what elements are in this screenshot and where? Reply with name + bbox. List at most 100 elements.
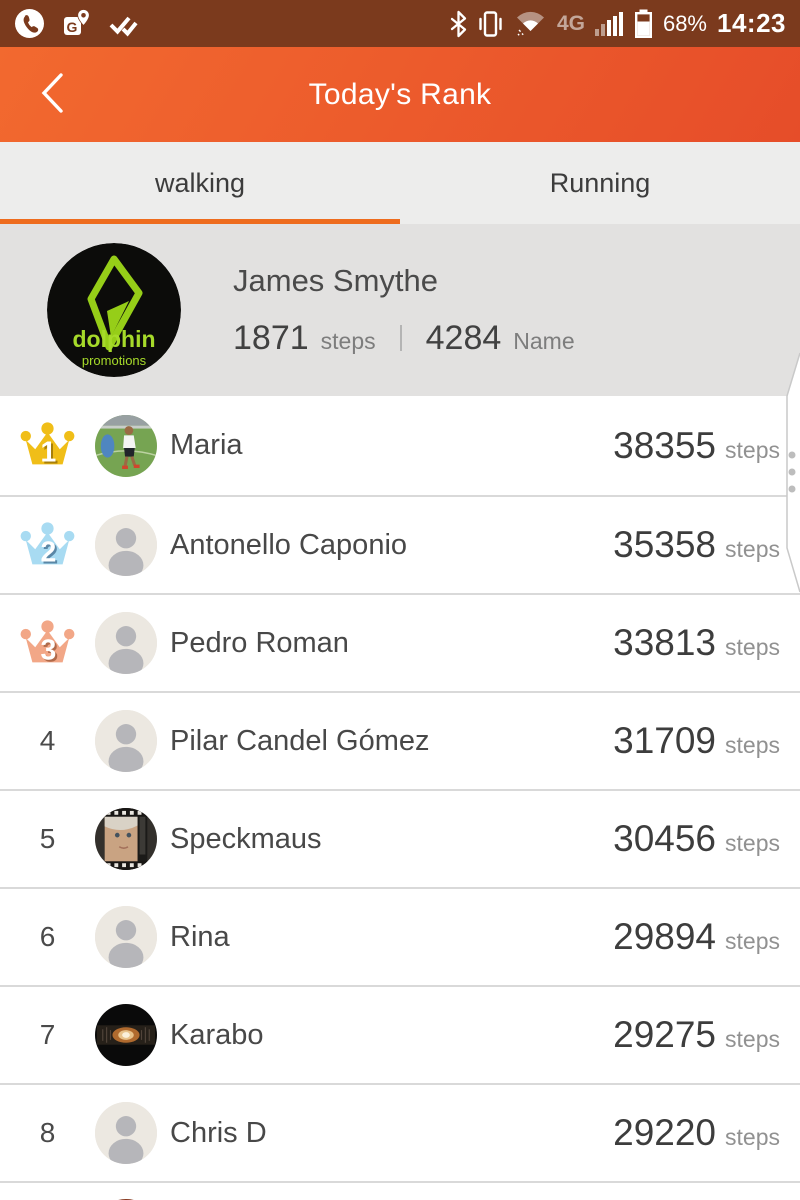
member-name: Pedro Roman [170, 626, 349, 659]
steps-group: 38355 steps [613, 425, 780, 467]
member-avatar [95, 1004, 157, 1066]
svg-text:G: G [67, 19, 78, 35]
steps-group: 29275 steps [613, 1014, 780, 1056]
member-avatar [95, 906, 157, 968]
steps-value: 33813 [613, 622, 717, 663]
steps-unit: steps [725, 436, 780, 463]
member-avatar [95, 612, 157, 674]
member-avatar [95, 1102, 157, 1164]
my-rank-card: dolphin promotions James Smythe 1871 ste… [0, 224, 800, 396]
rank-row[interactable]: 2 2 Antonello Caponio 35358 steps [0, 497, 800, 595]
clock: 14:23 [717, 8, 786, 38]
rank-indicator: 6 [39, 921, 56, 952]
steps-unit: steps [725, 1026, 780, 1052]
network-type-label: 4G [556, 11, 585, 35]
back-button[interactable] [22, 47, 82, 142]
battery-icon [634, 9, 653, 38]
active-tab-indicator [0, 219, 400, 224]
rank-indicator: 4 [39, 725, 56, 756]
phone-call-icon [14, 8, 45, 39]
tab-walking[interactable]: walking [0, 142, 400, 224]
member-name: Pilar Candel Gómez [170, 724, 430, 757]
steps-group: 30456 steps [613, 818, 780, 860]
rank-row[interactable]: 6 Rina 29894 steps [0, 889, 800, 987]
steps-unit: steps [725, 536, 780, 562]
fast-scroll-handle[interactable] [783, 352, 800, 594]
rank-row[interactable]: 7 Karabo 29275 steps [0, 987, 800, 1085]
steps-value: 29220 [613, 1112, 717, 1153]
signal-bars-icon [594, 11, 624, 36]
rank-crown-2: 2 2 [0, 520, 95, 571]
steps-value: 29275 [613, 1014, 717, 1055]
profile-name: James Smythe [233, 262, 439, 298]
profile-steps-unit: steps [320, 327, 376, 354]
member-name: Antonello Caponio [170, 528, 408, 561]
svg-text:2: 2 [41, 536, 57, 568]
rank-row[interactable]: 5 Speckmaus 30456 steps [0, 791, 800, 889]
svg-text:2: 2 [42, 538, 58, 570]
steps-group: 31709 steps [613, 720, 780, 762]
member-avatar [95, 514, 157, 576]
steps-unit: steps [725, 634, 780, 660]
status-icons-right: 4G 68% 14:23 [450, 8, 786, 39]
tab-running-label: Running [549, 167, 651, 198]
profile-info: James Smythe 1871 steps 4284 Name [233, 263, 575, 358]
rank-row[interactable]: 8 Chris D 29220 steps [0, 1085, 800, 1183]
member-avatar [95, 808, 157, 870]
member-avatar [95, 710, 157, 772]
rank-row[interactable]: 1 1 Maria 38355 steps [0, 396, 800, 497]
member-avatar [95, 414, 157, 477]
rank-list: 1 1 Maria 38355 steps 2 2 Antonello Capo… [0, 396, 800, 1183]
svg-text:1: 1 [42, 438, 58, 470]
google-maps-icon: G [61, 8, 92, 39]
steps-value: 38355 [613, 424, 717, 466]
status-icons-left: G [14, 8, 138, 39]
avatar-brand-line1: dolphin [72, 326, 155, 352]
steps-group: 33813 steps [613, 622, 780, 664]
profile-secondary-value: 4284 [425, 318, 502, 357]
rank-row[interactable]: 4 Pilar Candel Gómez 31709 steps [0, 693, 800, 791]
wifi-icon [514, 10, 547, 37]
profile-secondary-unit: Name [513, 327, 575, 354]
svg-text:3: 3 [41, 634, 57, 666]
app-header: Today's Rank [0, 47, 800, 142]
steps-unit: steps [725, 1124, 780, 1150]
dolphin-logo: dolphin promotions [47, 243, 181, 377]
avatar-brand-line2: promotions [82, 353, 147, 368]
vibrate-icon [477, 10, 504, 38]
rank-indicator: 5 [39, 823, 56, 854]
tab-bar: walking Running [0, 142, 800, 224]
tab-walking-label: walking [154, 167, 246, 198]
steps-value: 29894 [613, 916, 717, 957]
steps-unit: steps [725, 732, 780, 758]
stats-divider [399, 325, 402, 351]
steps-value: 30456 [613, 818, 717, 859]
member-name: Speckmaus [170, 822, 322, 855]
rank-row[interactable]: 3 3 Pedro Roman 33813 steps [0, 595, 800, 693]
profile-steps-value: 1871 [233, 318, 309, 357]
steps-value: 35358 [613, 524, 717, 565]
steps-group: 29220 steps [613, 1112, 780, 1154]
svg-text:1: 1 [41, 437, 57, 469]
member-name: Rina [170, 920, 230, 953]
rank-crown-3: 3 3 [0, 618, 95, 669]
steps-unit: steps [725, 928, 780, 954]
rank-indicator: 7 [39, 1019, 56, 1050]
rank-row-partial[interactable] [0, 1183, 800, 1200]
status-bar: G 4G 68% 14:23 [0, 0, 800, 47]
member-name: Maria [170, 429, 243, 461]
profile-avatar: dolphin promotions [47, 243, 181, 377]
tab-running[interactable]: Running [400, 142, 800, 224]
rank-crown-1: 1 1 [0, 420, 95, 471]
profile-stats: 1871 steps 4284 Name [233, 319, 575, 358]
rank-indicator: 8 [39, 1117, 56, 1148]
chevron-left-icon [39, 71, 65, 118]
battery-percent: 68% [662, 10, 707, 36]
steps-unit: steps [725, 830, 780, 856]
steps-group: 29894 steps [613, 916, 780, 958]
steps-group: 35358 steps [613, 524, 780, 566]
member-name: Karabo [170, 1018, 264, 1051]
double-check-icon [108, 9, 138, 39]
svg-text:3: 3 [42, 636, 58, 668]
